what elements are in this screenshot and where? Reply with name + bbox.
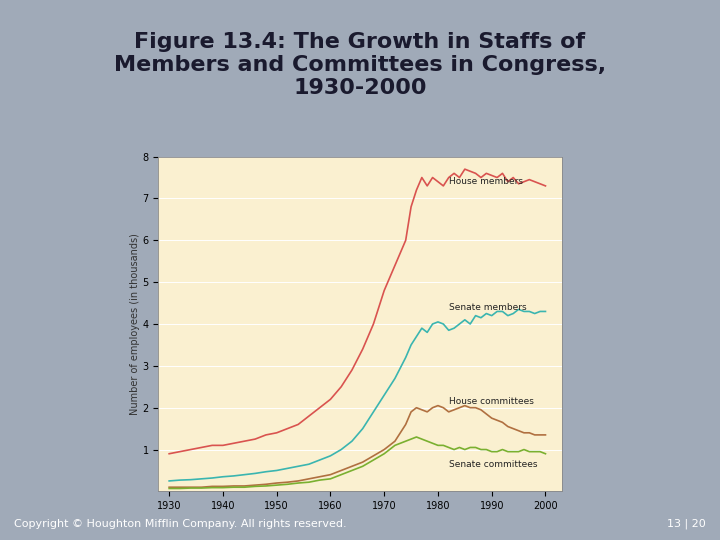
Text: Copyright © Houghton Mifflin Company. All rights reserved.: Copyright © Houghton Mifflin Company. Al…	[14, 519, 347, 529]
Text: Figure 13.4: The Growth in Staffs of
Members and Committees in Congress,
1930-20: Figure 13.4: The Growth in Staffs of Mem…	[114, 32, 606, 98]
Y-axis label: Number of employees (in thousands): Number of employees (in thousands)	[130, 233, 140, 415]
Text: Senate committees: Senate committees	[449, 460, 537, 469]
Text: 13 | 20: 13 | 20	[667, 518, 706, 529]
Text: House members: House members	[449, 177, 523, 186]
Text: House committees: House committees	[449, 397, 534, 406]
Text: Senate members: Senate members	[449, 303, 526, 312]
